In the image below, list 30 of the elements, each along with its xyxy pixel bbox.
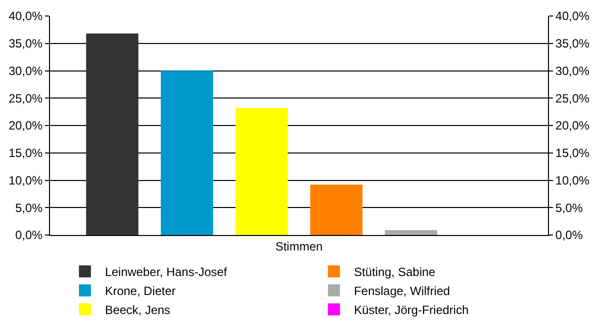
text: 25,0%: [555, 91, 590, 106]
y-tick-label: 25,0%: [8, 91, 43, 106]
text: 40,0%: [555, 9, 590, 24]
text: 5,0%: [555, 200, 583, 215]
y-tick-label: 10,0%: [8, 173, 43, 188]
text: 35,0%: [555, 36, 590, 51]
legend-label: Fenslage, Wilfried: [354, 284, 450, 298]
text: 10,0%: [555, 173, 590, 188]
y-tick-label: 15,0%: [8, 146, 43, 160]
x-tick-label: Stimmen: [275, 239, 323, 254]
bar: [236, 108, 288, 235]
y-tick-label: 30,0%: [8, 64, 43, 78]
y-tick-label: 35,0%: [8, 36, 43, 51]
text: 0,0%: [555, 228, 583, 242]
y-tick-label: 5,0%: [15, 200, 43, 215]
y-tick-label: 20,0%: [8, 118, 43, 133]
bar: [384, 230, 438, 235]
legend-label: Küster, Jörg-Friedrich: [354, 303, 469, 318]
bar: [160, 70, 214, 235]
text: 15,0%: [555, 146, 590, 160]
legend-label: Krone, Dieter: [104, 284, 176, 298]
y-tick-label: 0,0%: [15, 228, 43, 242]
bar: [310, 184, 362, 235]
legend-label: Beeck, Jens: [104, 303, 170, 318]
legend-label: Stüting, Sabine: [354, 265, 436, 280]
text: 20,0%: [555, 118, 590, 133]
bar: [86, 34, 138, 235]
text: 30,0%: [555, 64, 590, 78]
y-tick-label: 40,0%: [8, 9, 43, 24]
legend-label: Leinweber, Hans-Josef: [104, 265, 228, 280]
